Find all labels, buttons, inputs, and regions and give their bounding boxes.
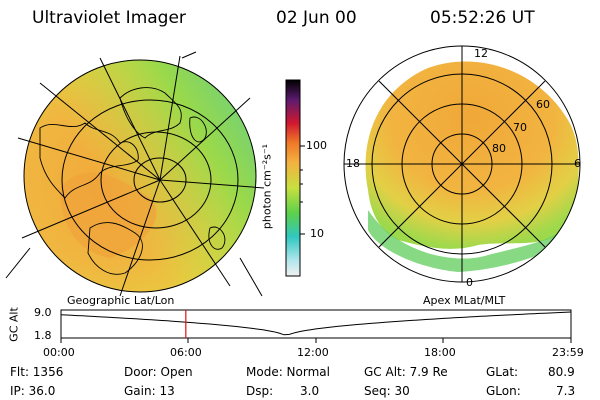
flight-number: Flt: 1356 xyxy=(10,365,64,379)
mlt-label-12: 12 xyxy=(474,47,488,60)
apex-grid xyxy=(343,45,581,283)
image-parameter: IP: 36.0 xyxy=(10,384,56,398)
color-scale-ticks xyxy=(300,145,305,235)
apex-emission xyxy=(365,61,579,272)
mlt-label-18: 18 xyxy=(346,157,360,170)
gc-altitude: GC Alt: 7.9 Re xyxy=(364,365,448,379)
altitude-axis-label: GC Alt xyxy=(7,307,21,342)
colorbar-tick-10: 10 xyxy=(310,227,324,240)
dsp-value: 3.0 xyxy=(300,384,320,398)
gain-value: Gain: 13 xyxy=(124,384,175,398)
mlat-label-70: 70 xyxy=(513,121,527,134)
door-status: Door: Open xyxy=(124,365,193,379)
apex-projection-label: Apex MLat/MLT xyxy=(423,294,506,307)
apex-aurora-image xyxy=(343,45,581,283)
time-label: 05:52:26 UT xyxy=(430,8,535,28)
time-tick-2359: 23:59 xyxy=(552,346,584,359)
coastlines xyxy=(39,87,226,275)
time-tick-1800: 18:00 xyxy=(424,346,456,359)
date-label: 02 Jun 00 xyxy=(276,8,357,28)
time-tick-0600: 06:00 xyxy=(170,346,202,359)
color-scale-bar xyxy=(285,79,305,277)
altitude-tick-high: 9.0 xyxy=(34,306,52,319)
sequence-number: Seq: 30 xyxy=(364,384,410,398)
glat-label: GLat: xyxy=(486,365,519,379)
geographic-projection-label: Geographic Lat/Lon xyxy=(67,294,175,307)
colorbar-tick-100: 100 xyxy=(306,139,327,152)
mlt-label-6: 6 xyxy=(574,157,581,170)
colorbar-unit-label: photon cm⁻²s⁻¹ xyxy=(260,143,274,230)
instrument-title: Ultraviolet Imager xyxy=(32,8,186,28)
mlat-label-80: 80 xyxy=(492,142,506,155)
altitude-x-ticks xyxy=(60,338,572,343)
glon-label: GLon: xyxy=(486,384,521,398)
altitude-plot-frame xyxy=(60,309,572,339)
time-tick-1200: 12:00 xyxy=(297,346,329,359)
mode-status: Mode: Normal xyxy=(246,365,330,379)
altitude-plot xyxy=(60,309,572,343)
altitude-curve xyxy=(60,311,572,336)
glon-value: 7.3 xyxy=(556,384,576,398)
mlt-label-0: 0 xyxy=(466,276,473,289)
time-tick-0000: 00:00 xyxy=(43,346,75,359)
dsp-label: Dsp: xyxy=(246,384,274,398)
geographic-aurora-image xyxy=(5,51,265,297)
geographic-emission xyxy=(24,60,256,292)
mlat-label-60: 60 xyxy=(536,98,550,111)
glat-value: 80.9 xyxy=(548,365,575,379)
altitude-tick-low: 1.8 xyxy=(34,329,52,342)
